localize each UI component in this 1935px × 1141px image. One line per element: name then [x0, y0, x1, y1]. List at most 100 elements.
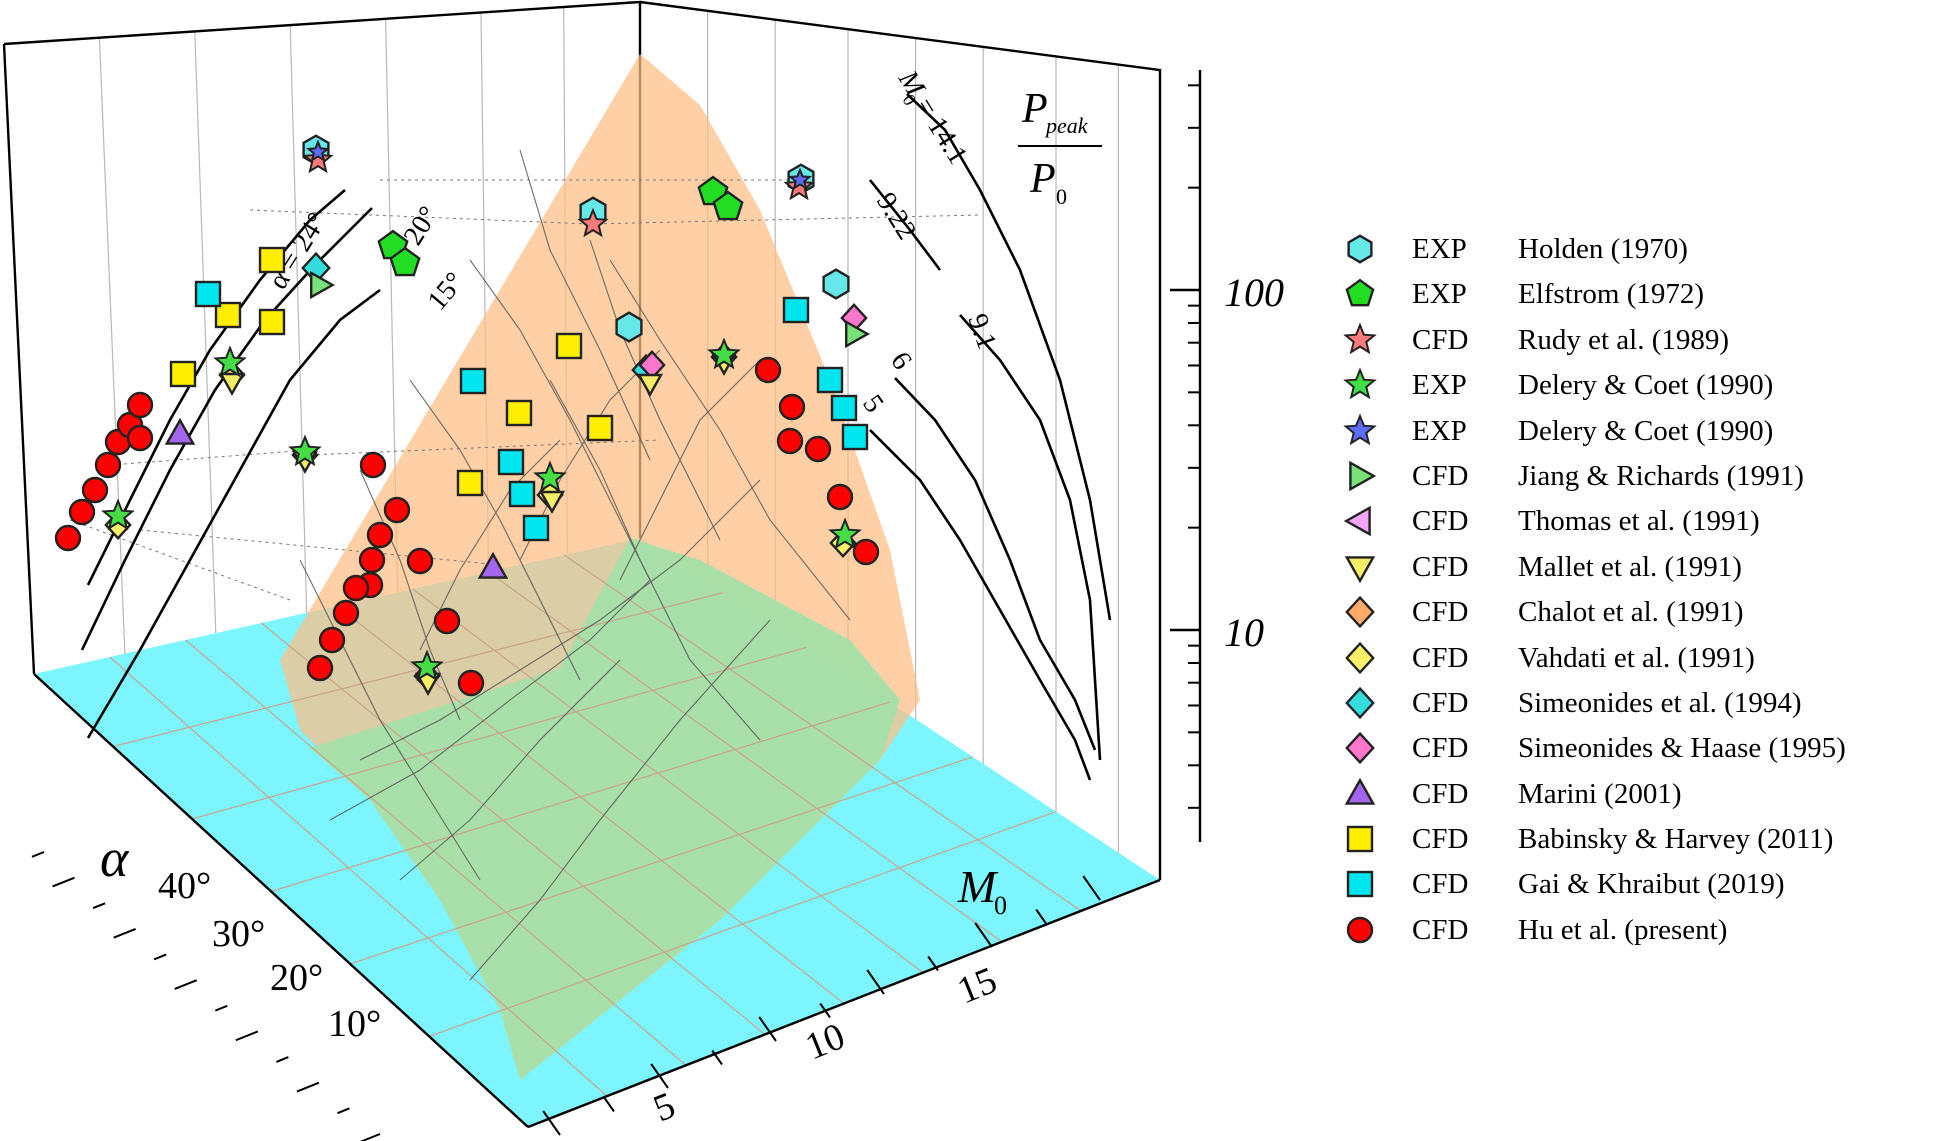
wall-fit-curve: [868, 179, 942, 271]
marker-jiang-richards: [310, 270, 336, 300]
marker-hu-present: [342, 574, 370, 602]
alpha-tick: [31, 851, 45, 858]
wall-fit-curve: [959, 314, 1102, 761]
legend-marker-triangle-left: [1343, 506, 1371, 537]
marker-gai-khraibut: [508, 480, 536, 508]
marker-gai-khraibut: [522, 514, 550, 542]
mach-tick: [603, 1096, 615, 1113]
legend-entry: EXP Delery & Coet (1990): [1340, 363, 1930, 408]
legend-marker-diamond: [1345, 732, 1375, 765]
mach-tick: [1082, 875, 1101, 901]
mach-curve-label: M0 = 14.1: [892, 64, 974, 169]
legend-name: Jiang & Richards (1991): [1518, 459, 1804, 492]
legend-name: Mallet et al. (1991): [1518, 550, 1742, 583]
legend-kind: EXP: [1412, 233, 1467, 265]
alpha-title-text: α: [100, 828, 130, 888]
mach-curve-label-value: 9.1: [961, 310, 1002, 353]
legend-name: Simeonides & Haase (1995): [1518, 732, 1846, 765]
legend-name: Holden (1970): [1518, 233, 1688, 265]
marker-delery-coet-green: [213, 345, 247, 378]
surface-curve: [359, 469, 461, 721]
mach-title-subscript: 0: [994, 891, 1007, 920]
marker-hu-present: [358, 546, 386, 574]
pressure-axis: 10 100: [1170, 70, 1284, 842]
legend-kind: CFD: [1412, 550, 1469, 583]
marker-hu-present: [126, 391, 154, 419]
wall-fit-curve: [906, 93, 1112, 621]
alpha-tick: [275, 1056, 289, 1063]
mach-tick: [974, 922, 993, 948]
surface-curve: [329, 579, 651, 821]
legend-name: Babinsky & Harvey (2011): [1518, 823, 1834, 856]
legend-marker-star: [1343, 322, 1377, 355]
legend-marker-diamond: [1345, 595, 1375, 629]
legend-entry: CFD Thomas et al. (1991): [1340, 499, 1930, 544]
marker-gai-khraibut: [782, 296, 810, 324]
mach-tick: [1035, 908, 1047, 925]
alpha-tick-label: 40°: [158, 865, 211, 907]
pressure-title-numerator: P: [1021, 86, 1048, 132]
legend-marker-pentagon: [1345, 279, 1375, 307]
marker-hu-present: [366, 521, 394, 549]
alpha-tick: [92, 902, 106, 910]
legend-kind: CFD: [1412, 913, 1469, 946]
alpha-tick: [359, 1133, 381, 1141]
legend-entry: CFD Simeonides & Haase (1995): [1340, 726, 1930, 771]
mach-tick: [758, 1016, 777, 1042]
surface-curves: [299, 149, 851, 981]
alpha-curve-label: 15°: [422, 267, 471, 317]
legend-marker-triangle-down: [1344, 555, 1376, 583]
mach-tick-label: 5: [648, 1084, 681, 1130]
wall-fit-curve: [894, 377, 1097, 751]
legend-entry: CFD Simeonides et al. (1994): [1340, 681, 1930, 726]
legend-kind: CFD: [1412, 868, 1469, 901]
marker-delery-coet-blue: [305, 139, 331, 163]
legend-kind: CFD: [1412, 732, 1469, 765]
legend-name: Delery & Coet (1990): [1518, 414, 1774, 447]
marker-babinsky-harvey: [258, 246, 286, 274]
alpha-tick-label: 30°: [212, 913, 265, 955]
legend-kind: CFD: [1412, 777, 1469, 810]
pressure-title-denominator: P: [1029, 156, 1056, 202]
marker-hu-present: [306, 654, 334, 682]
mach-tick: [650, 1063, 669, 1089]
surface-curve: [359, 479, 761, 761]
floor-grid-line: [563, 554, 1082, 912]
marker-marini: [164, 417, 196, 445]
legend-name: Gai & Khraibut (2019): [1518, 868, 1785, 901]
legend-kind: CFD: [1412, 641, 1469, 674]
marker-mallet: [538, 490, 566, 514]
legend-name: Chalot et al. (1991): [1518, 596, 1744, 629]
floor-grid-line: [428, 811, 1057, 1037]
mach-curve-label-value: = 14.1: [909, 92, 973, 169]
marker-hu-present: [94, 451, 122, 479]
fitted-surface-over-floor: [310, 538, 900, 1080]
projection-line: [139, 529, 501, 566]
legend-marker-circle: [1346, 916, 1374, 944]
legend-name: Hu et al. (present): [1518, 913, 1728, 946]
marker-babinsky-harvey: [169, 360, 197, 388]
alpha-tick: [153, 953, 167, 961]
marker-delery-coet-green: [533, 460, 567, 493]
legend-name: Rudy et al. (1989): [1518, 323, 1730, 356]
pressure-title-denominator-subscript: 0: [1056, 184, 1067, 209]
marker-holden: [615, 311, 643, 343]
floor-grid-line: [112, 592, 724, 748]
floor-grid-line: [412, 588, 924, 974]
alpha-tick: [174, 979, 198, 990]
marker-hu-present: [804, 435, 832, 463]
marker-babinsky-harvey: [214, 301, 242, 329]
projection-line: [589, 214, 981, 225]
pressure-tick-label: 10: [1224, 610, 1264, 655]
legend-entry: CFD Rudy et al. (1989): [1340, 318, 1930, 363]
mach-tick: [866, 969, 885, 995]
marker-hu-present: [778, 393, 806, 421]
marker-hu-present: [359, 451, 387, 479]
data-markers: [54, 134, 880, 697]
legend-kind: EXP: [1412, 414, 1467, 447]
legend-entry: EXP Holden (1970): [1340, 227, 1930, 272]
floor-grid-line: [488, 571, 1003, 943]
legend-entry: EXP Elfstrom (1972): [1340, 272, 1930, 317]
marker-jiang-richards: [845, 319, 871, 349]
